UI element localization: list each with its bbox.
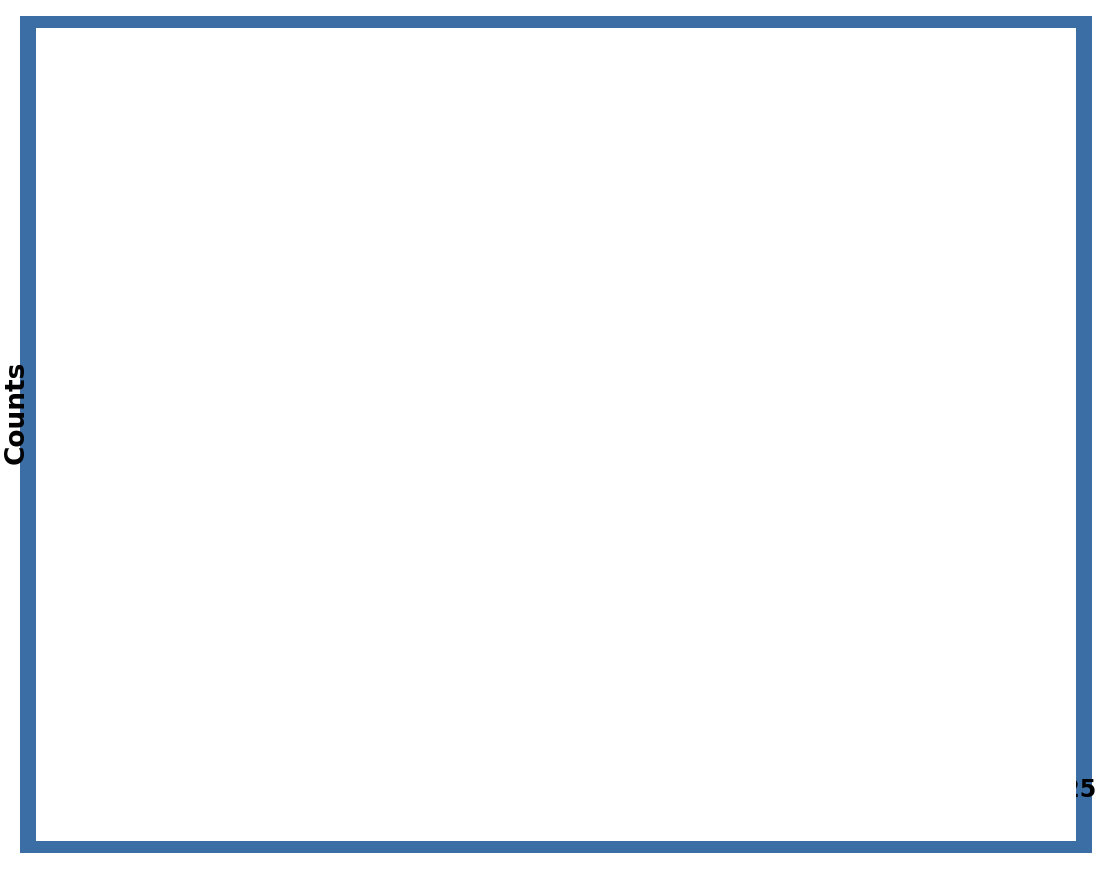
Point [502, 549, 519, 563]
Point [691, 706, 708, 720]
Point [726, 528, 744, 542]
Point [220, 695, 238, 709]
Point [882, 528, 900, 542]
Point [678, 733, 696, 747]
Point [774, 271, 792, 285]
Point [314, 496, 331, 510]
Point [367, 414, 385, 428]
Point [622, 709, 639, 723]
Point [121, 731, 139, 745]
Point [618, 759, 636, 773]
Point [822, 232, 840, 246]
Point [260, 609, 278, 623]
Point [834, 234, 852, 248]
Point [150, 737, 168, 751]
Point [193, 701, 211, 715]
Point [953, 747, 971, 761]
Point [666, 736, 684, 750]
Point [222, 659, 240, 673]
Point [798, 200, 816, 214]
Point [738, 478, 756, 492]
Point [990, 726, 1007, 740]
Point [582, 729, 599, 743]
Point [555, 688, 573, 702]
Point [942, 733, 960, 746]
Point [631, 736, 648, 750]
Point [1001, 759, 1019, 773]
Point [447, 462, 465, 476]
Point [643, 749, 661, 763]
Point [751, 367, 768, 381]
Point [1013, 755, 1031, 769]
Point [140, 747, 158, 761]
Point [340, 439, 358, 453]
Point [703, 631, 721, 645]
Text: Gammas: Gammas [436, 307, 567, 335]
Point [595, 721, 613, 735]
Point [965, 746, 983, 760]
Point [327, 490, 345, 504]
Point [208, 705, 226, 719]
Point [180, 726, 198, 740]
Point [528, 629, 546, 643]
Point [136, 725, 153, 739]
Point [515, 599, 533, 613]
Point [977, 759, 995, 773]
Point [460, 507, 478, 521]
Point [846, 297, 864, 311]
Text: Neutrons: Neutrons [795, 88, 927, 116]
Point [568, 673, 586, 687]
Point [810, 196, 827, 210]
Point [930, 703, 947, 717]
Point [234, 633, 251, 647]
Point [870, 434, 887, 448]
Point [857, 338, 875, 352]
Point [167, 719, 185, 733]
Point [420, 432, 438, 446]
Point [127, 719, 145, 733]
Point [394, 385, 411, 399]
Point [207, 687, 225, 700]
Point [193, 704, 211, 718]
Point [434, 410, 451, 424]
Point [153, 733, 171, 746]
Point [179, 707, 197, 721]
Point [247, 616, 265, 630]
Point [655, 726, 673, 740]
Point [407, 413, 425, 427]
Point [786, 222, 804, 235]
Point [300, 522, 318, 536]
Point [714, 551, 732, 565]
Point [165, 723, 182, 737]
Point [905, 580, 923, 594]
Point [274, 576, 291, 590]
Point [762, 328, 780, 342]
Y-axis label: Counts: Counts [3, 362, 29, 464]
Point [917, 660, 935, 674]
Point [488, 574, 506, 587]
Point [380, 434, 398, 448]
X-axis label: Delayed Charge / Total Charge: Delayed Charge / Total Charge [365, 813, 814, 839]
Point [475, 517, 493, 531]
Point [542, 625, 559, 639]
Point [894, 559, 912, 573]
Point [608, 740, 626, 754]
Point [354, 428, 371, 442]
Point [287, 538, 305, 552]
Point [635, 711, 653, 725]
